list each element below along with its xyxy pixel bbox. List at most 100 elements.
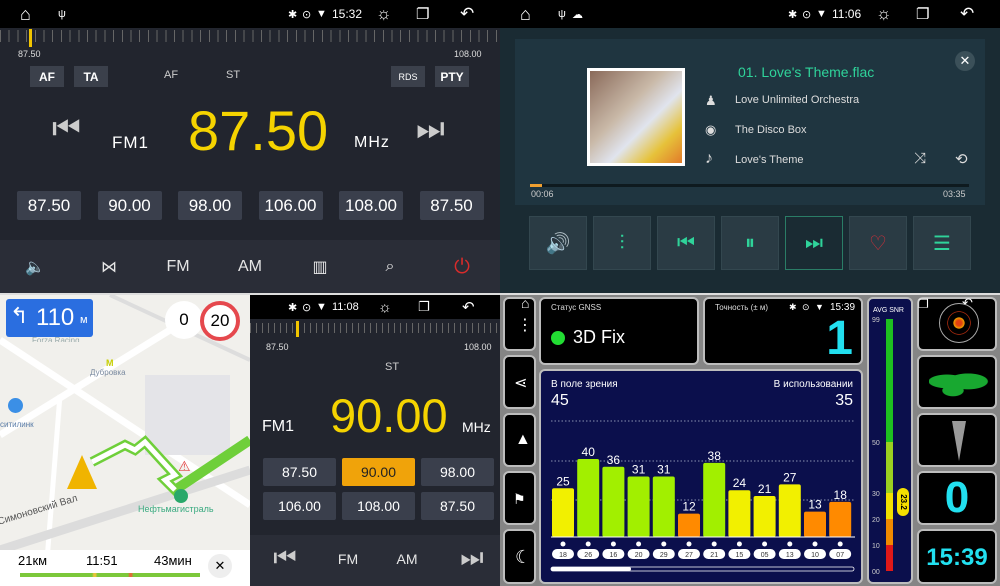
- navigation-map[interactable]: ↰ 110 м Forza Racing 0 20 M Дубровка сит…: [0, 295, 250, 586]
- close-route-button[interactable]: ✕: [208, 554, 232, 578]
- back-icon[interactable]: ↶: [462, 299, 475, 316]
- preset-button[interactable]: 90.00: [342, 458, 415, 486]
- back-icon[interactable]: ↶: [460, 4, 475, 23]
- preset-button[interactable]: 87.50: [419, 191, 484, 220]
- snr-tick-label: 20: [872, 517, 880, 524]
- preset-button[interactable]: 108.00: [339, 191, 403, 220]
- af-button[interactable]: AF: [30, 66, 64, 87]
- snr-tick-label: 50: [872, 440, 880, 447]
- preset-button[interactable]: 98.00: [178, 191, 242, 220]
- home-icon[interactable]: ⌂: [520, 3, 531, 24]
- speed-limit-sign: 20: [200, 301, 240, 341]
- fm-button[interactable]: FM: [337, 551, 359, 567]
- close-button[interactable]: ✕: [955, 51, 975, 71]
- satellite-id-pill: [678, 549, 700, 559]
- next-button[interactable]: ⏭: [785, 216, 843, 270]
- recent-apps-icon[interactable]: ❐: [918, 297, 929, 311]
- tuner-needle[interactable]: [296, 321, 299, 337]
- share-icon: ⋖: [514, 375, 528, 392]
- tour-button[interactable]: ⚑: [503, 471, 536, 525]
- satellite-id-pill: [652, 549, 675, 559]
- navigation-button[interactable]: ▲: [503, 413, 536, 467]
- back-icon[interactable]: ↶: [962, 295, 973, 310]
- in-use-dot: [711, 541, 717, 547]
- snr-value-label: 40: [582, 445, 596, 459]
- snr-label: AVG SNR: [873, 307, 904, 314]
- fuel-icon: [174, 489, 188, 503]
- rds-button[interactable]: RDS: [391, 66, 425, 87]
- home-icon[interactable]: ⌂: [20, 3, 31, 24]
- sky-view-button[interactable]: [917, 297, 997, 351]
- prev-button[interactable]: ⏮: [657, 216, 715, 270]
- preset-button[interactable]: 98.00: [421, 458, 494, 486]
- stereo-icon[interactable]: ⋈: [101, 259, 117, 276]
- album-art: [587, 68, 685, 166]
- seek-next-icon[interactable]: ⏭: [416, 110, 445, 146]
- seek-prev-icon[interactable]: ⏮: [273, 542, 297, 572]
- power-icon[interactable]: ⏻: [454, 255, 470, 278]
- back-icon[interactable]: ↶: [960, 4, 975, 23]
- world-map-button[interactable]: [917, 355, 997, 409]
- ta-button[interactable]: TA: [74, 66, 108, 87]
- speed-value: 0: [944, 473, 970, 522]
- am-button[interactable]: AM: [238, 258, 262, 275]
- satellite-id-label: 26: [584, 552, 592, 559]
- satellite-id-pill: [804, 549, 826, 559]
- menu-button[interactable]: ⋮: [503, 297, 536, 351]
- brightness-icon[interactable]: ☼: [376, 4, 392, 23]
- satellite-id-label: 20: [635, 552, 643, 559]
- tuner-scale[interactable]: [250, 323, 500, 333]
- volume-icon[interactable]: 🔈: [25, 259, 45, 276]
- in-use-label: В использовании: [773, 379, 853, 390]
- status-time: 15:32: [332, 7, 363, 21]
- satellite-id-label: 18: [559, 552, 567, 559]
- wifi-icon: ▼: [316, 301, 327, 313]
- favorite-button[interactable]: ♡: [849, 216, 907, 270]
- playlist-button[interactable]: ☰: [913, 216, 971, 270]
- turn-distance: 110: [36, 304, 75, 331]
- location-icon: ⊙: [802, 302, 810, 312]
- in-use-dot: [686, 541, 692, 547]
- preset-button[interactable]: 87.50: [421, 492, 494, 520]
- preset-button[interactable]: 87.50: [17, 191, 81, 220]
- pause-button[interactable]: ⏸: [721, 216, 779, 270]
- home-icon[interactable]: ⌂: [521, 295, 530, 311]
- in-use-value: 35: [835, 392, 853, 409]
- satellite-id-pill: [602, 549, 625, 559]
- night-mode-button[interactable]: ☾: [503, 529, 536, 584]
- tuner-scale[interactable]: [0, 30, 500, 42]
- progress-track[interactable]: [530, 184, 969, 187]
- frequency-display: 90.00: [330, 389, 448, 442]
- recent-apps-icon[interactable]: ❐: [416, 6, 430, 23]
- album-icon: ◉: [705, 122, 717, 137]
- recent-apps-icon[interactable]: ❐: [916, 6, 930, 23]
- pty-button[interactable]: PTY: [435, 66, 469, 87]
- fm-button[interactable]: FM: [166, 258, 190, 275]
- brightness-icon[interactable]: ☼: [378, 298, 392, 316]
- seek-next-icon[interactable]: ⏭: [460, 542, 484, 572]
- preset-button[interactable]: 87.50: [263, 458, 336, 486]
- preset-button[interactable]: 106.00: [258, 191, 323, 220]
- brightness-icon[interactable]: ☼: [876, 4, 892, 23]
- volume-button[interactable]: 🔊: [529, 216, 587, 270]
- am-button[interactable]: AM: [396, 551, 418, 567]
- map-roads: [0, 295, 250, 586]
- preset-button[interactable]: 106.00: [263, 492, 336, 520]
- snr-tick-label: 99: [872, 317, 880, 324]
- equalizer-icon[interactable]: ▥: [312, 259, 328, 276]
- metro-icon: M: [106, 358, 114, 368]
- in-use-dot: [837, 541, 843, 547]
- seek-prev-icon[interactable]: ⏮: [52, 110, 81, 146]
- scrollbar-thumb[interactable]: [551, 567, 631, 571]
- compass-button[interactable]: [917, 413, 997, 467]
- satellite-id-pill: [728, 549, 751, 559]
- preset-button[interactable]: 108.00: [342, 492, 415, 520]
- tuner-needle[interactable]: [29, 29, 32, 47]
- equalizer-button[interactable]: ⫶: [593, 216, 651, 270]
- shuffle-icon[interactable]: ⤨: [914, 150, 927, 167]
- preset-button[interactable]: 90.00: [97, 191, 162, 220]
- repeat-icon[interactable]: ⟲: [955, 151, 968, 168]
- recent-apps-icon[interactable]: ❐: [418, 299, 430, 314]
- search-icon[interactable]: ⌕: [385, 258, 395, 275]
- share-button[interactable]: ⋖: [503, 355, 536, 409]
